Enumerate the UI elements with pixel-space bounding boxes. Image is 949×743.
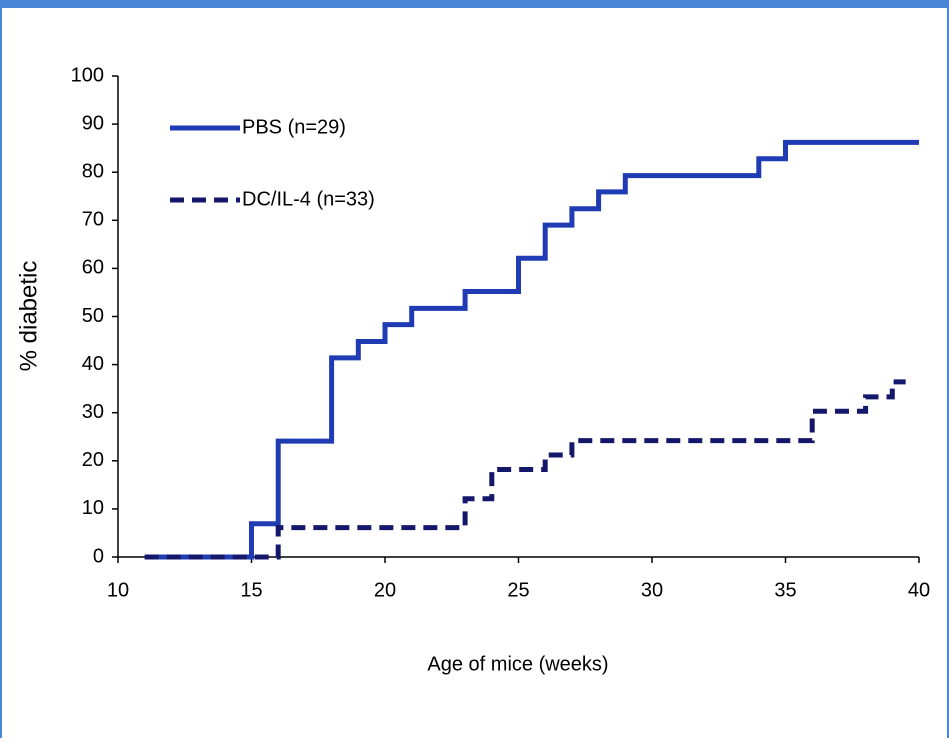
x-tick-label: 40: [908, 579, 930, 601]
y-tick-label: 30: [82, 401, 104, 423]
legend-label: PBS (n=29): [242, 116, 346, 138]
y-tick-label: 50: [82, 305, 104, 327]
x-tick-label: 20: [374, 579, 396, 601]
y-tick-label: 10: [82, 497, 104, 519]
x-tick-label: 15: [240, 579, 262, 601]
y-tick-label: 0: [93, 545, 104, 567]
frame-top: [0, 0, 949, 8]
series-line: [144, 139, 919, 560]
x-tick-label: 10: [107, 579, 129, 601]
x-axis-label: Age of mice (weeks): [427, 653, 608, 675]
x-tick-label: 30: [641, 579, 663, 601]
y-tick-label: 90: [82, 112, 104, 134]
y-tick-label: 70: [82, 209, 104, 231]
y-tick-label: 20: [82, 449, 104, 471]
series-line: [144, 379, 906, 560]
y-tick-label: 80: [82, 160, 104, 182]
frame-left: [0, 0, 2, 738]
y-axis-label: % diabetic: [15, 261, 42, 372]
frame-right: [947, 0, 949, 738]
x-tick-label: 35: [774, 579, 796, 601]
y-tick-label: 60: [82, 257, 104, 279]
x-tick-label: 25: [507, 579, 529, 601]
y-tick-label: 100: [71, 64, 104, 86]
y-tick-label: 40: [82, 353, 104, 375]
legend-label: DC/IL-4 (n=33): [242, 188, 375, 210]
